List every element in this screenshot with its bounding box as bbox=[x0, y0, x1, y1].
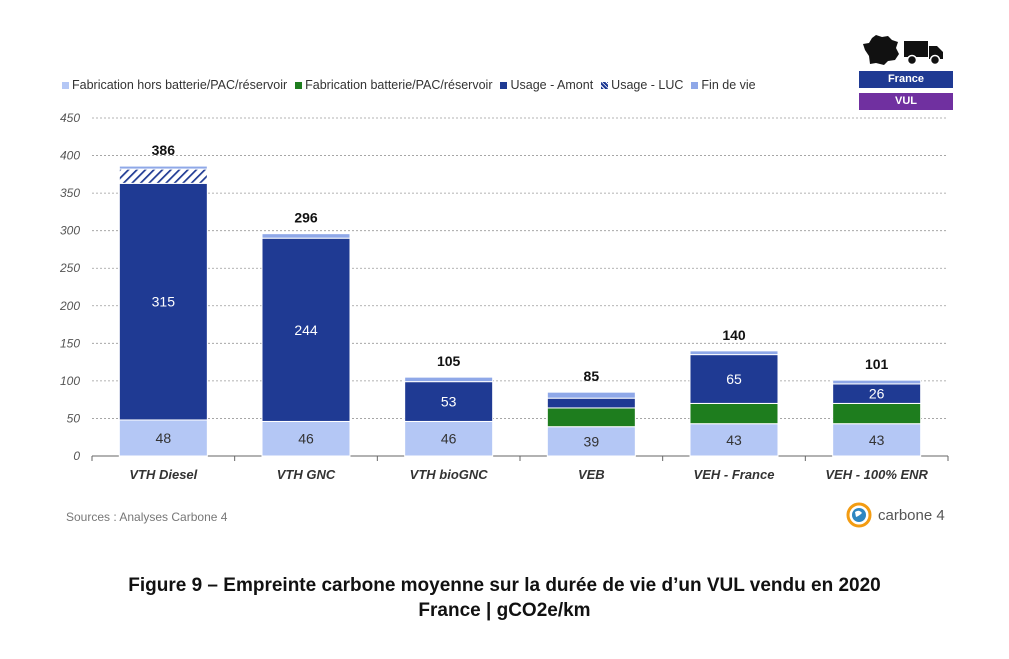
bar-segment bbox=[689, 350, 779, 356]
bar-segment bbox=[832, 379, 922, 385]
legend-item: Usage - Amont bbox=[500, 78, 593, 92]
y-tick-label: 350 bbox=[60, 186, 80, 200]
y-tick-label: 250 bbox=[59, 261, 80, 275]
bar-value-label: 48 bbox=[156, 430, 172, 446]
carbone4-logo: carbone 4 bbox=[846, 502, 945, 528]
bar-segment bbox=[546, 391, 636, 399]
caption-line-1: Figure 9 – Empreinte carbone moyenne sur… bbox=[128, 575, 881, 596]
bar-segment bbox=[118, 168, 208, 184]
x-category-label: VEH - France bbox=[694, 467, 775, 482]
legend-item: Fabrication hors batterie/PAC/réservoir bbox=[62, 78, 287, 92]
legend-item: Usage - LUC bbox=[601, 78, 683, 92]
truck-icon bbox=[904, 41, 943, 66]
bar-total-label: 101 bbox=[865, 356, 889, 372]
bar-segment bbox=[546, 426, 636, 457]
bar-total-label: 105 bbox=[437, 353, 461, 369]
bar-segment bbox=[546, 397, 636, 409]
bar-value-label: 53 bbox=[441, 394, 457, 410]
chart-legend: Fabrication hors batterie/PAC/réservoir … bbox=[62, 78, 756, 92]
x-category-label: VTH Diesel bbox=[129, 467, 197, 482]
bar-value-label: 43 bbox=[726, 432, 742, 448]
legend-swatch bbox=[500, 81, 508, 89]
legend-item: Fin de vie bbox=[691, 78, 756, 92]
x-category-label: VTH GNC bbox=[277, 467, 336, 482]
y-tick-label: 100 bbox=[60, 374, 80, 388]
bar-total-label: 85 bbox=[584, 368, 600, 384]
y-tick-label: 400 bbox=[60, 149, 80, 163]
bar-value-label: 26 bbox=[869, 386, 885, 402]
bar-segment bbox=[832, 402, 922, 425]
x-category-label: VEB bbox=[578, 467, 605, 482]
bar-segment bbox=[689, 423, 779, 457]
bar-segment bbox=[261, 420, 351, 457]
legend-swatch bbox=[691, 81, 699, 89]
bar-segment bbox=[689, 402, 779, 425]
bar-value-label: 244 bbox=[294, 322, 318, 338]
bar-segment bbox=[832, 423, 922, 457]
bar-segment bbox=[404, 420, 494, 457]
y-tick-label: 50 bbox=[67, 411, 81, 425]
bar-segment bbox=[689, 354, 779, 404]
bar-value-label: 43 bbox=[869, 432, 885, 448]
france-map-icon bbox=[863, 35, 899, 65]
sources-note: Sources : Analyses Carbone 4 bbox=[66, 510, 228, 524]
bar-segment bbox=[261, 233, 351, 239]
bar-segment bbox=[118, 165, 208, 170]
bar-value-label: 46 bbox=[298, 431, 314, 447]
bar-value-label: 65 bbox=[726, 371, 742, 387]
y-tick-label: 300 bbox=[60, 224, 80, 238]
legend-label: Usage - LUC bbox=[611, 78, 684, 92]
legend-label: Usage - Amont bbox=[510, 78, 594, 92]
bar-segment bbox=[118, 419, 208, 457]
bar-segment bbox=[261, 237, 351, 422]
y-tick-label: 200 bbox=[59, 299, 80, 313]
bar-value-label: 39 bbox=[584, 433, 600, 449]
legend-label: Fin de vie bbox=[701, 78, 756, 92]
bar-total-label: 296 bbox=[294, 210, 318, 226]
x-category-label: VTH bioGNC bbox=[410, 467, 489, 482]
figure-caption: Figure 9 – Empreinte carbone moyenne sur… bbox=[0, 573, 1009, 623]
caption-line-2: France | gCO2e/km bbox=[418, 600, 591, 621]
vehicle-type-badge: VUL bbox=[859, 93, 953, 110]
bar-segment bbox=[546, 407, 636, 428]
bar-value-label: 46 bbox=[441, 431, 457, 447]
logo-text: carbone 4 bbox=[878, 506, 945, 524]
bar-value-label: 315 bbox=[152, 294, 176, 310]
country-badge: France bbox=[859, 71, 953, 88]
legend-swatch bbox=[295, 81, 303, 89]
legend-item: Fabrication batterie/PAC/réservoir bbox=[295, 78, 492, 92]
y-tick-label: 0 bbox=[73, 449, 80, 463]
legend-label: Fabrication batterie/PAC/réservoir bbox=[305, 78, 493, 92]
carbone4-logo-icon bbox=[846, 502, 872, 528]
legend-swatch-hatched bbox=[601, 81, 609, 89]
x-category-label: VEH - 100% ENR bbox=[825, 467, 928, 482]
bar-total-label: 386 bbox=[152, 142, 176, 158]
legend-swatch bbox=[62, 81, 69, 89]
bar-total-label: 140 bbox=[722, 327, 746, 343]
bar-segment bbox=[118, 182, 208, 421]
y-tick-label: 450 bbox=[60, 111, 80, 125]
y-tick-label: 150 bbox=[60, 336, 80, 350]
legend-label: Fabrication hors batterie/PAC/réservoir bbox=[72, 78, 288, 92]
bar-segment bbox=[404, 376, 494, 383]
bar-segment bbox=[404, 381, 494, 422]
